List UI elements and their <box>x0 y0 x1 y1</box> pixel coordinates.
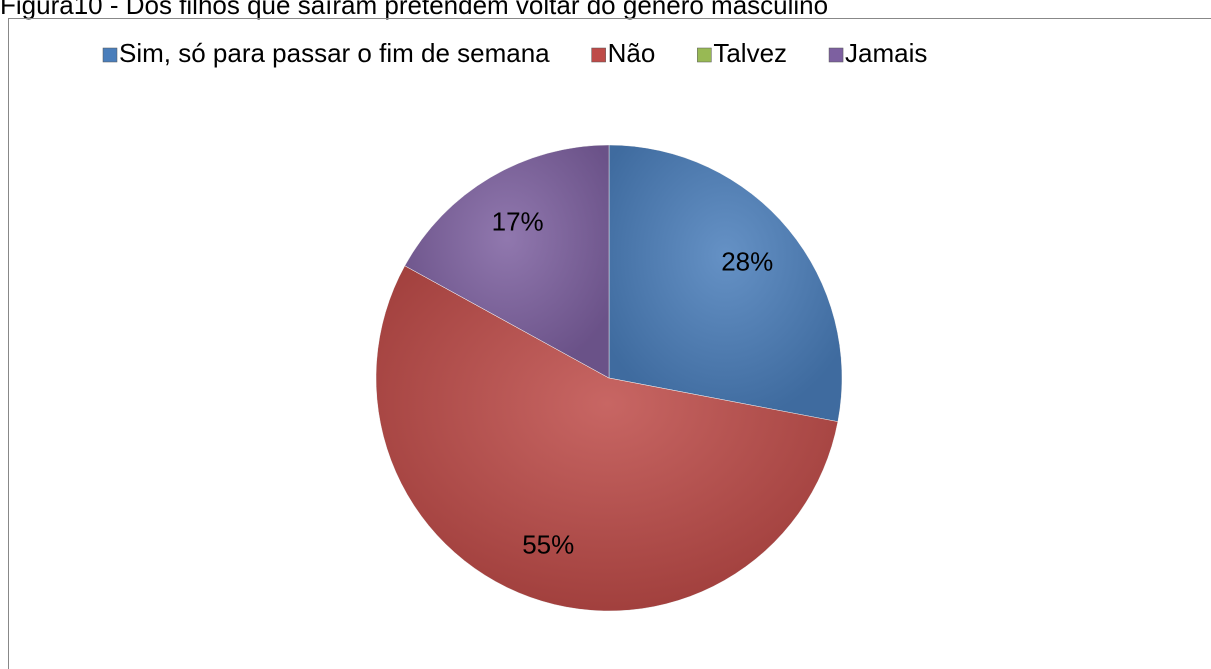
chart-title: Figura10 - Dos filhos que saíram pretend… <box>0 0 828 20</box>
data-label: 28% <box>721 247 773 277</box>
slice-shade <box>404 144 609 378</box>
legend-swatch <box>697 47 712 63</box>
data-label: 55% <box>522 530 574 560</box>
chart-frame <box>8 18 1211 669</box>
legend-swatch <box>591 47 606 63</box>
legend-label: Não <box>608 38 656 68</box>
slice-shade <box>375 265 838 612</box>
legend-swatch <box>828 47 844 63</box>
slice-shade <box>609 145 842 422</box>
legend-label: Jamais <box>845 38 927 68</box>
legend-swatch <box>102 47 118 63</box>
data-label: 17% <box>492 206 544 236</box>
legend-label: Talvez <box>713 38 787 68</box>
legend-label: Sim, só para passar o fim de semana <box>119 38 550 68</box>
